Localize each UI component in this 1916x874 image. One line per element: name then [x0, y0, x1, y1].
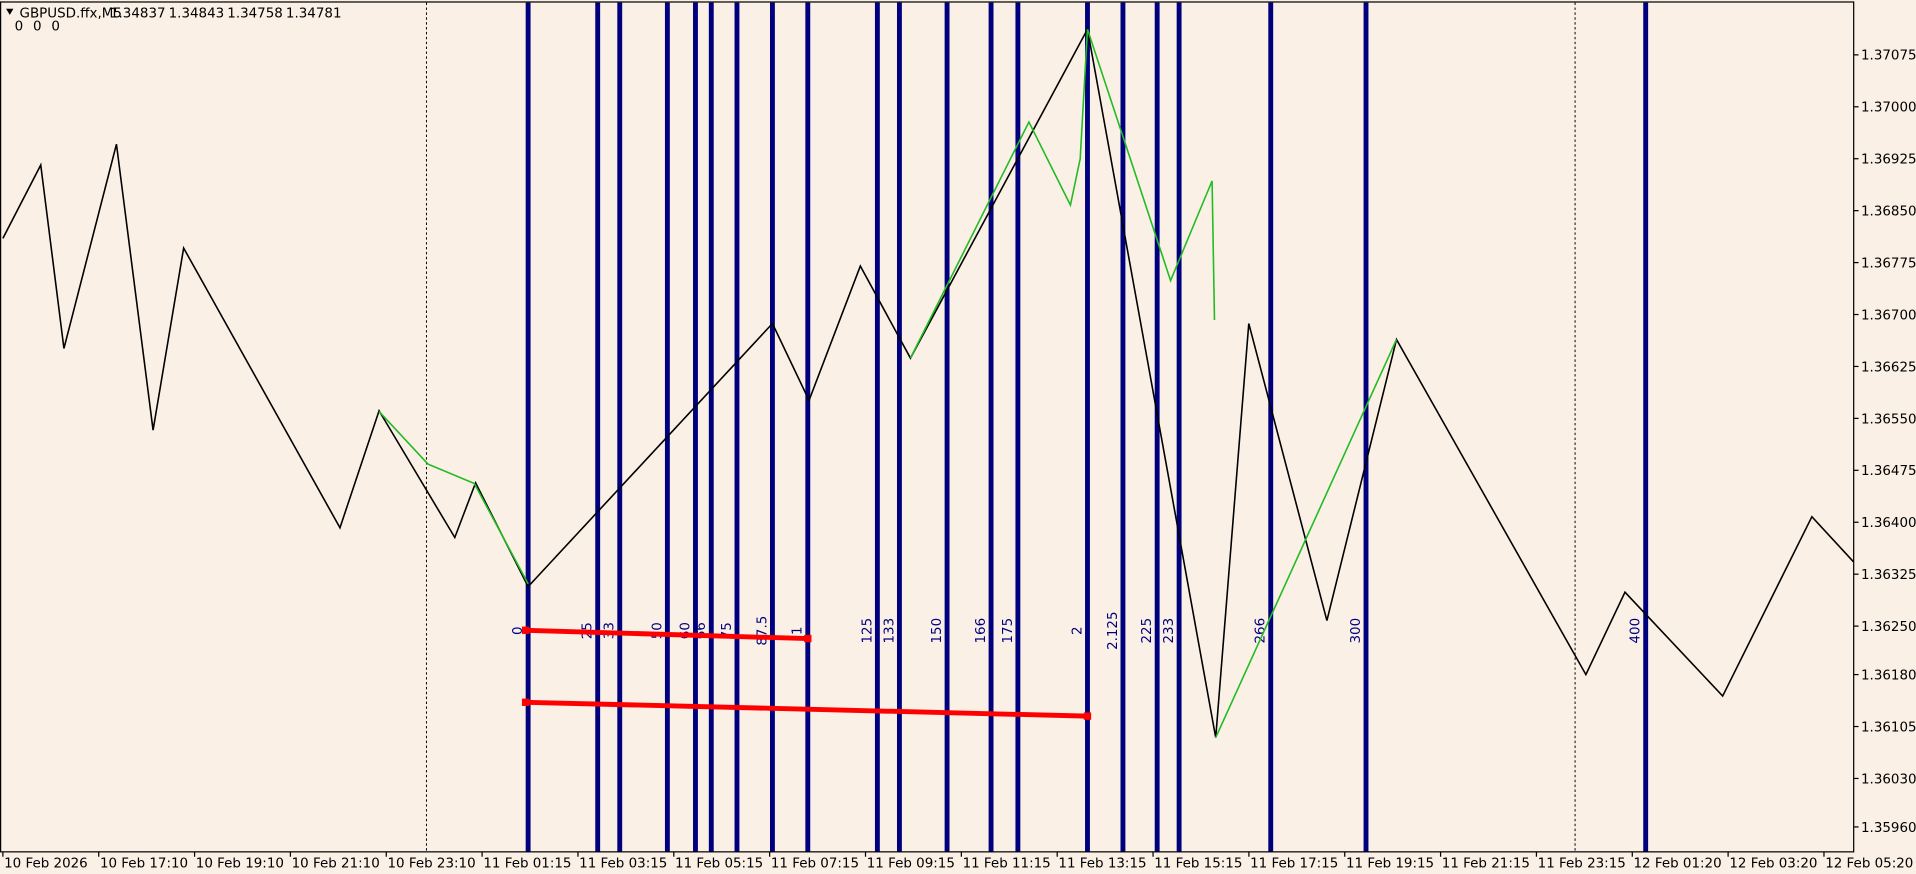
y-tick-label: 1.36400 — [1861, 516, 1916, 531]
time-level-label: 2.125 — [1106, 611, 1121, 649]
y-tick-label: 1.36030 — [1861, 772, 1916, 787]
ohlc-value: 1.34781 — [286, 6, 342, 21]
x-tick-label: 11 Feb 03:15 — [579, 857, 667, 872]
trend-line — [525, 627, 808, 642]
trend-anchor — [1083, 712, 1092, 720]
y-tick-label: 1.36325 — [1861, 568, 1916, 583]
indicator-value: 0 — [15, 20, 24, 35]
trend-anchor — [521, 626, 530, 634]
time-level-label: 2 — [1070, 626, 1085, 635]
ohlc: 1.34837 1.34843 1.34758 1.34781 — [110, 6, 342, 21]
y-tick-label: 1.36775 — [1861, 256, 1916, 271]
x-tick-label: 11 Feb 15:15 — [1154, 857, 1242, 872]
y-tick-label: 1.36475 — [1861, 464, 1916, 479]
y-tick-label: 1.36250 — [1861, 620, 1916, 635]
y-tick-label: 1.36925 — [1861, 153, 1916, 168]
x-tick-label: 10 Feb 17:10 — [100, 857, 188, 872]
x-tick-label: 12 Feb 03:20 — [1729, 857, 1817, 872]
x-tick-label: 10 Feb 19:10 — [196, 857, 284, 872]
menu-triangle[interactable] — [6, 8, 14, 15]
y-tick-label: 1.36105 — [1861, 720, 1916, 735]
zigzag-line — [378, 28, 1398, 738]
x-tick-label: 10 Feb 2026 — [4, 857, 88, 872]
symbol: GBPUSD.ffx,M5 — [20, 6, 122, 21]
time-level-label: 150 — [930, 618, 945, 644]
time-level-label: 133 — [882, 618, 897, 644]
trend-line — [525, 699, 1088, 719]
x-tick-label: 12 Feb 01:20 — [1633, 857, 1721, 872]
time-level-label: 400 — [1629, 618, 1644, 644]
y-tick-label: 1.37000 — [1861, 101, 1916, 116]
time-level-label: 266 — [1254, 618, 1269, 644]
ohlc-value: 1.34843 — [169, 6, 225, 21]
time-level-label: 87.5 — [755, 616, 770, 646]
time-level-label: 1 — [791, 626, 806, 635]
x-tick-label: 11 Feb 19:15 — [1346, 857, 1434, 872]
plot: 0 25 33 50 60 66 75 87.5 1 125 133 150 166 175 2 2.125 2… — [2, 2, 1854, 852]
time-level-label: 0 — [511, 626, 526, 635]
x-tick-label: 12 Feb 05:20 — [1825, 857, 1913, 872]
x-tick-label: 10 Feb 23:10 — [387, 857, 475, 872]
x-tick-label: 11 Feb 01:15 — [483, 857, 571, 872]
y-tick-label: 1.37075 — [1861, 49, 1916, 64]
x-tick-label: 11 Feb 11:15 — [963, 857, 1051, 872]
x-tick-label: 10 Feb 21:10 — [292, 857, 380, 872]
x-tick-label: 11 Feb 07:15 — [771, 857, 859, 872]
x-tick-label: 11 Feb 09:15 — [867, 857, 955, 872]
x-tick-label: 11 Feb 13:15 — [1058, 857, 1146, 872]
ohlc-value: 1.34837 — [110, 6, 166, 21]
plot-border — [0, 1, 1855, 853]
y-tick-label: 1.36180 — [1861, 668, 1916, 683]
x-tick-label: 11 Feb 23:15 — [1538, 857, 1626, 872]
time-level-label: 225 — [1140, 618, 1155, 644]
zigzag-line — [2, 26, 1854, 738]
time-level-label: 166 — [974, 618, 989, 644]
y-tick-label: 1.36700 — [1861, 308, 1916, 323]
y-tick-label: 1.36625 — [1861, 360, 1916, 375]
y-tick-label: 1.36850 — [1861, 205, 1916, 220]
x-tick-label: 11 Feb 21:15 — [1442, 857, 1530, 872]
time-level-label: 233 — [1162, 618, 1177, 644]
time-level-label: 175 — [1001, 618, 1016, 644]
x-tick-label: 11 Feb 17:15 — [1250, 857, 1338, 872]
time-level-label: 300 — [1349, 618, 1364, 644]
trend-anchor — [804, 634, 812, 643]
ohlc-value: 1.34758 — [227, 6, 283, 21]
y-tick-label: 1.36550 — [1861, 412, 1916, 427]
time-level-label: 125 — [860, 618, 875, 644]
trend-anchor — [521, 698, 530, 706]
indicator-value: 0 — [33, 20, 42, 35]
indicator-value: 0 — [51, 20, 60, 35]
x-tick-label: 11 Feb 05:15 — [675, 857, 763, 872]
y-tick-label: 1.35960 — [1861, 821, 1916, 836]
